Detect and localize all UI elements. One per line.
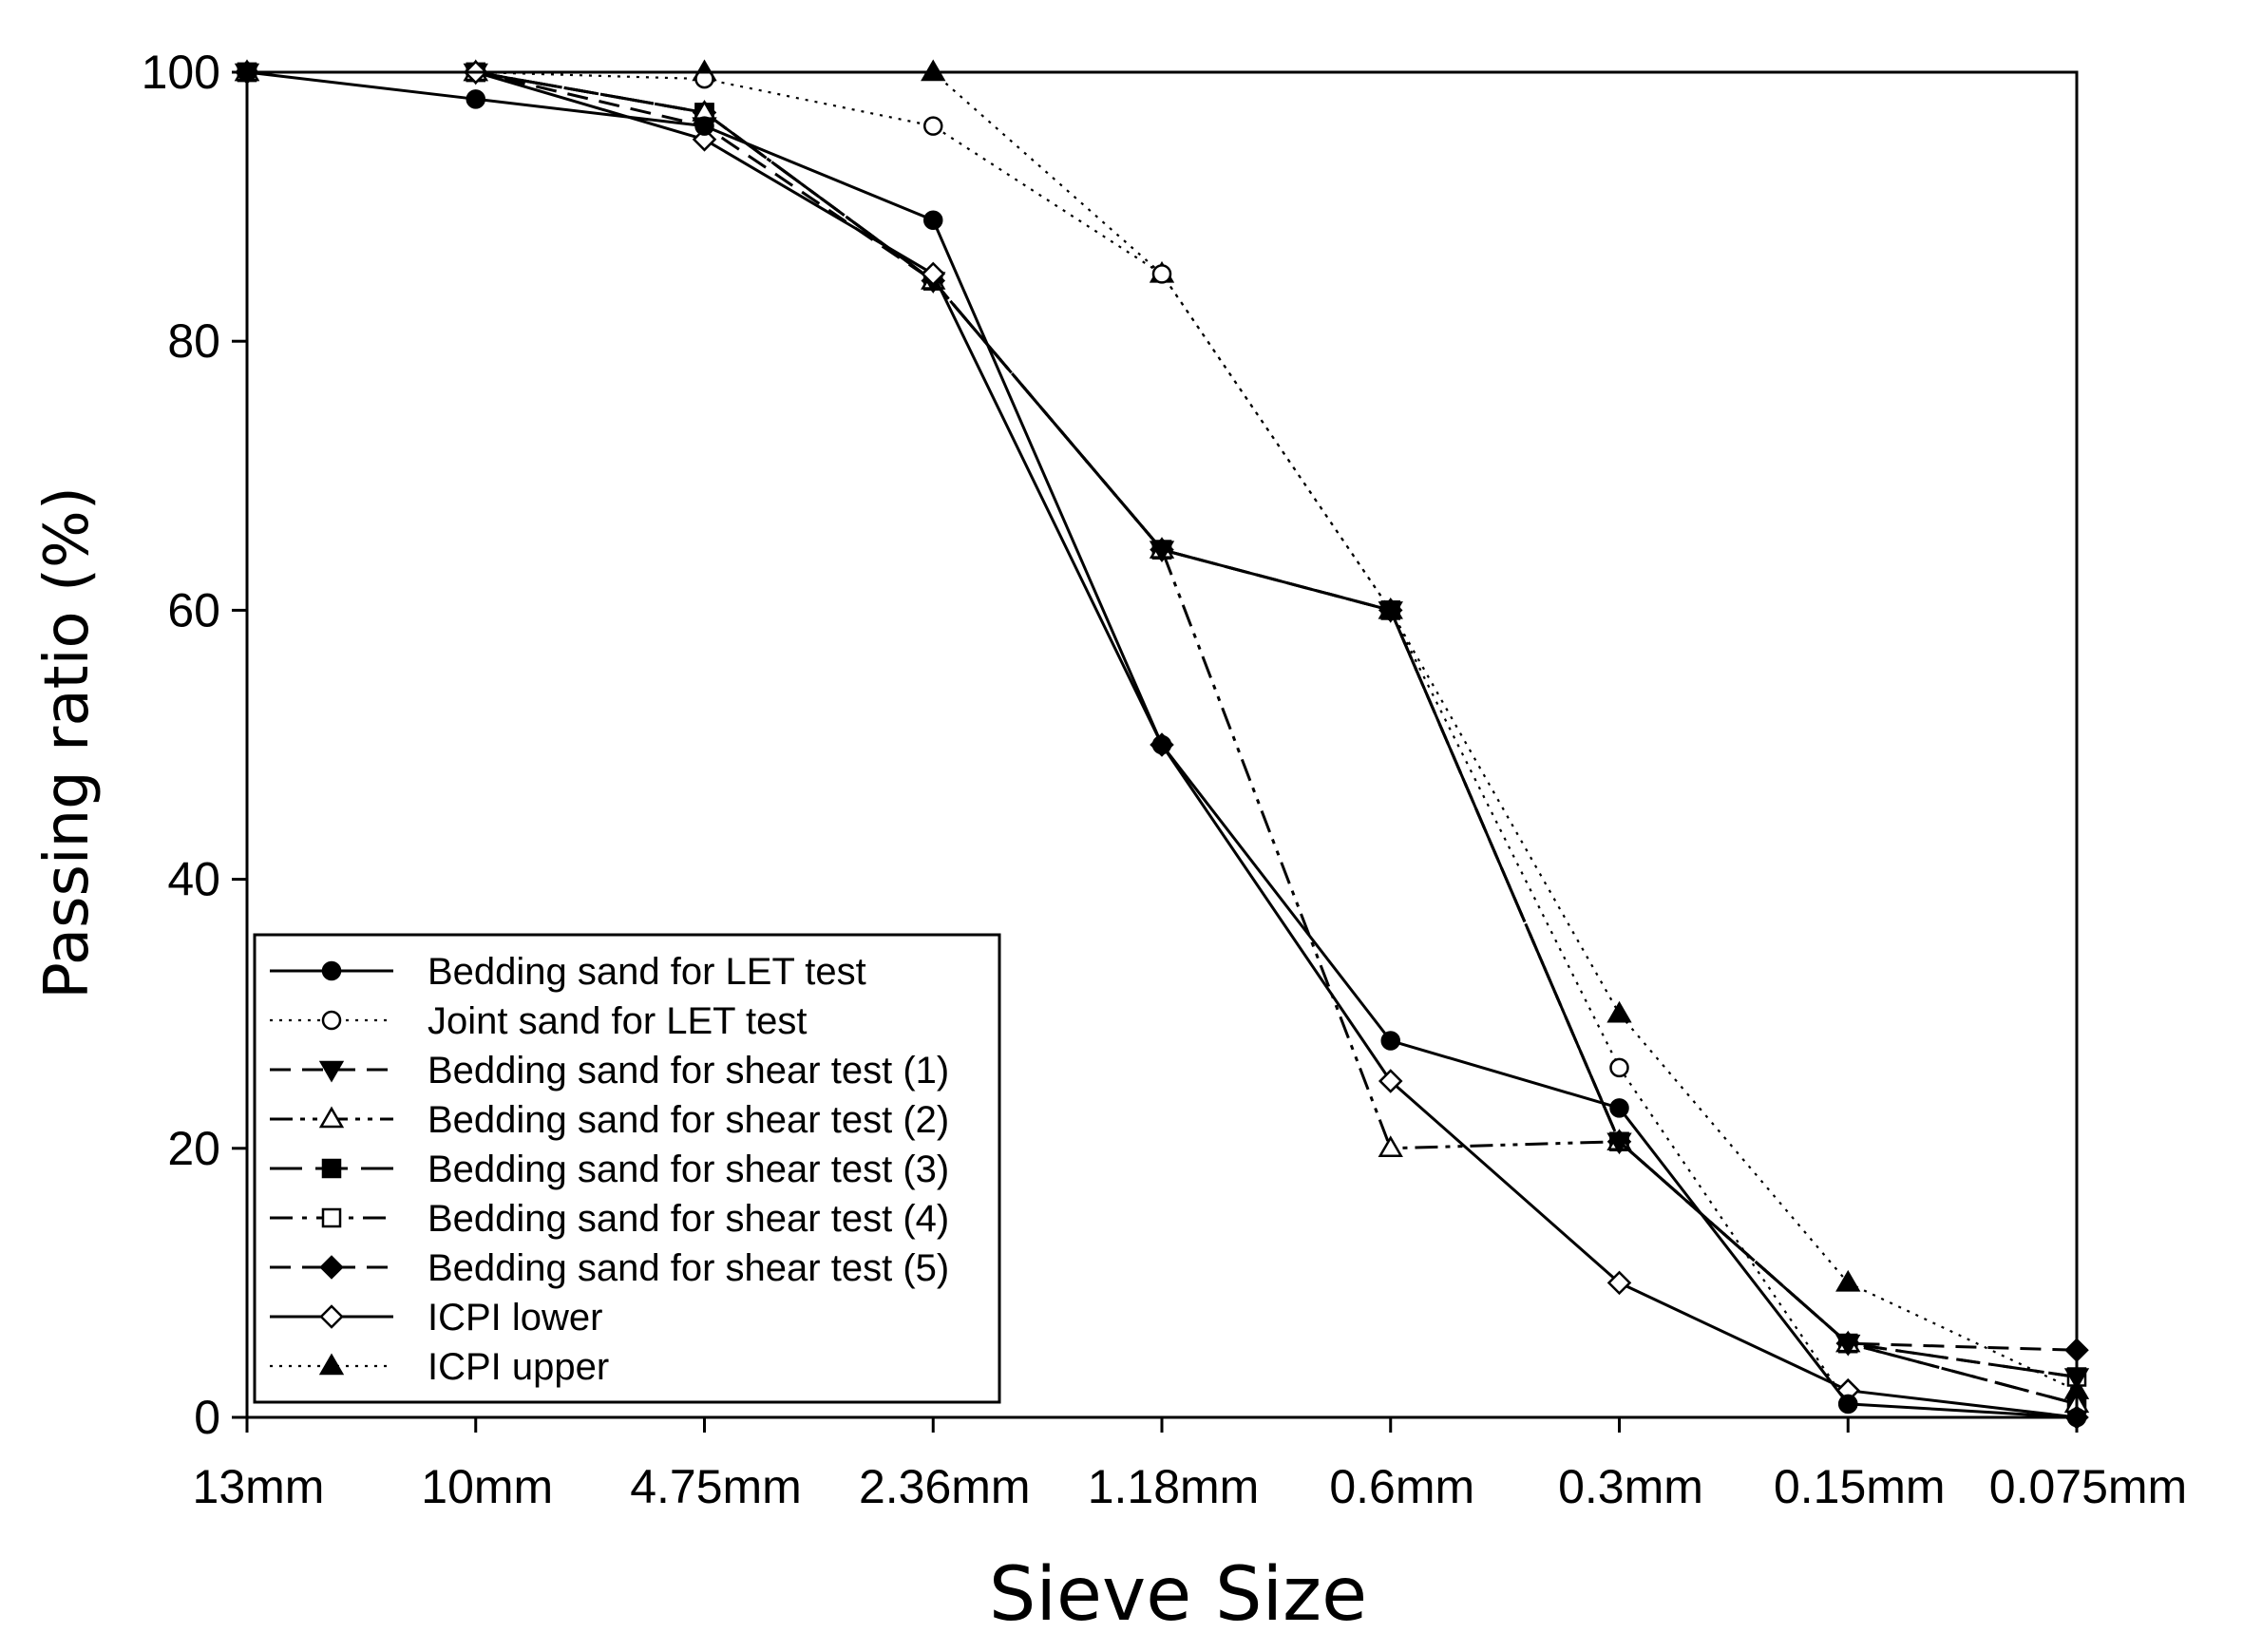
x-tick-label: 10mm — [421, 1460, 553, 1513]
legend: Bedding sand for LET test Joint sand for … — [253, 933, 1001, 1404]
legend-label: ICPI upper — [428, 1346, 609, 1388]
legend-entry: Bedding sand for shear test (3) — [270, 1149, 949, 1190]
data-point — [1835, 1269, 1861, 1292]
series-line — [247, 70, 2078, 1379]
legend-marker — [321, 1010, 342, 1031]
y-tick-label: 80 — [167, 314, 220, 368]
data-point — [694, 116, 714, 136]
data-point — [1606, 1270, 1632, 1296]
y-tick-label: 100 — [142, 46, 220, 99]
legend-label: Joint sand for LET test — [428, 1000, 807, 1042]
x-tick-label: 0.075mm — [1989, 1460, 2187, 1513]
data-point — [1835, 1334, 1861, 1357]
data-point — [1609, 1057, 1629, 1078]
legend-entry: Bedding sand for shear test (1) — [270, 1050, 949, 1092]
legend-entry: ICPI upper — [270, 1346, 609, 1388]
legend-marker — [318, 1106, 345, 1129]
x-tick-label: 1.18mm — [1088, 1460, 1260, 1513]
legend-entry: Bedding sand for shear test (2) — [270, 1099, 949, 1141]
legend-label: Bedding sand for LET test — [428, 951, 866, 993]
y-tick-label: 0 — [194, 1391, 220, 1444]
legend-marker — [318, 1060, 345, 1083]
data-point — [1151, 734, 1172, 755]
legend-entry: Bedding sand for shear test (4) — [270, 1198, 949, 1240]
legend-label: Bedding sand for shear test (1) — [428, 1050, 949, 1092]
data-point — [1606, 1000, 1632, 1023]
data-point — [1838, 1394, 1858, 1415]
legend-label: ICPI lower — [428, 1297, 603, 1339]
x-tick-label: 4.75mm — [630, 1460, 802, 1513]
legend-marker — [321, 960, 342, 981]
y-tick-label: 60 — [167, 583, 220, 636]
legend-marker — [321, 1207, 342, 1228]
series-layer — [234, 59, 2090, 1430]
data-point — [692, 127, 717, 152]
legend-marker — [319, 1255, 344, 1280]
data-point — [1151, 264, 1172, 284]
data-point — [921, 261, 946, 287]
series-line — [247, 70, 2078, 1419]
legend-entry: Bedding sand for shear test (5) — [270, 1247, 949, 1289]
x-tick-label: 2.36mm — [859, 1460, 1031, 1513]
legend-label: Bedding sand for shear test (3) — [428, 1149, 949, 1190]
series-1 — [237, 62, 2087, 1428]
y-axis-title: Passing ratio (%) — [32, 486, 103, 999]
legend-entry: Bedding sand for LET test — [270, 951, 866, 993]
y-tick-label: 40 — [167, 853, 220, 906]
x-tick-label: 13mm — [193, 1460, 325, 1513]
legend-marker — [319, 1304, 344, 1329]
y-tick-label: 20 — [167, 1122, 220, 1175]
legend-marker — [321, 1158, 342, 1179]
data-point — [1609, 1098, 1629, 1118]
data-point — [1149, 541, 1175, 563]
legend-marker — [318, 1353, 345, 1376]
data-point — [1378, 601, 1403, 623]
legend-label: Bedding sand for shear test (5) — [428, 1247, 949, 1289]
data-point — [1378, 1135, 1403, 1158]
data-point — [1606, 1132, 1632, 1155]
x-tick-label: 0.6mm — [1329, 1460, 1474, 1513]
data-point — [1380, 1031, 1400, 1051]
legend-entry: Joint sand for LET test — [270, 1000, 807, 1042]
data-point — [923, 210, 943, 231]
x-tick-label: 0.15mm — [1774, 1460, 1946, 1513]
data-point — [1378, 1069, 1403, 1093]
data-point — [466, 89, 485, 109]
x-tick-label: 0.3mm — [1558, 1460, 1703, 1513]
legend-label: Bedding sand for shear test (4) — [428, 1198, 949, 1240]
x-axis-title: Sieve Size — [989, 1552, 1367, 1638]
axes-layer: 0 20 40 60 80 100 13mm 10mm 4.75mm 2.36mm 1.18mm 0.… — [142, 46, 2188, 1513]
data-point — [694, 68, 714, 89]
legend-entry: ICPI lower — [270, 1297, 603, 1339]
legend-label: Bedding sand for shear test (2) — [428, 1099, 949, 1141]
data-point — [923, 116, 943, 136]
